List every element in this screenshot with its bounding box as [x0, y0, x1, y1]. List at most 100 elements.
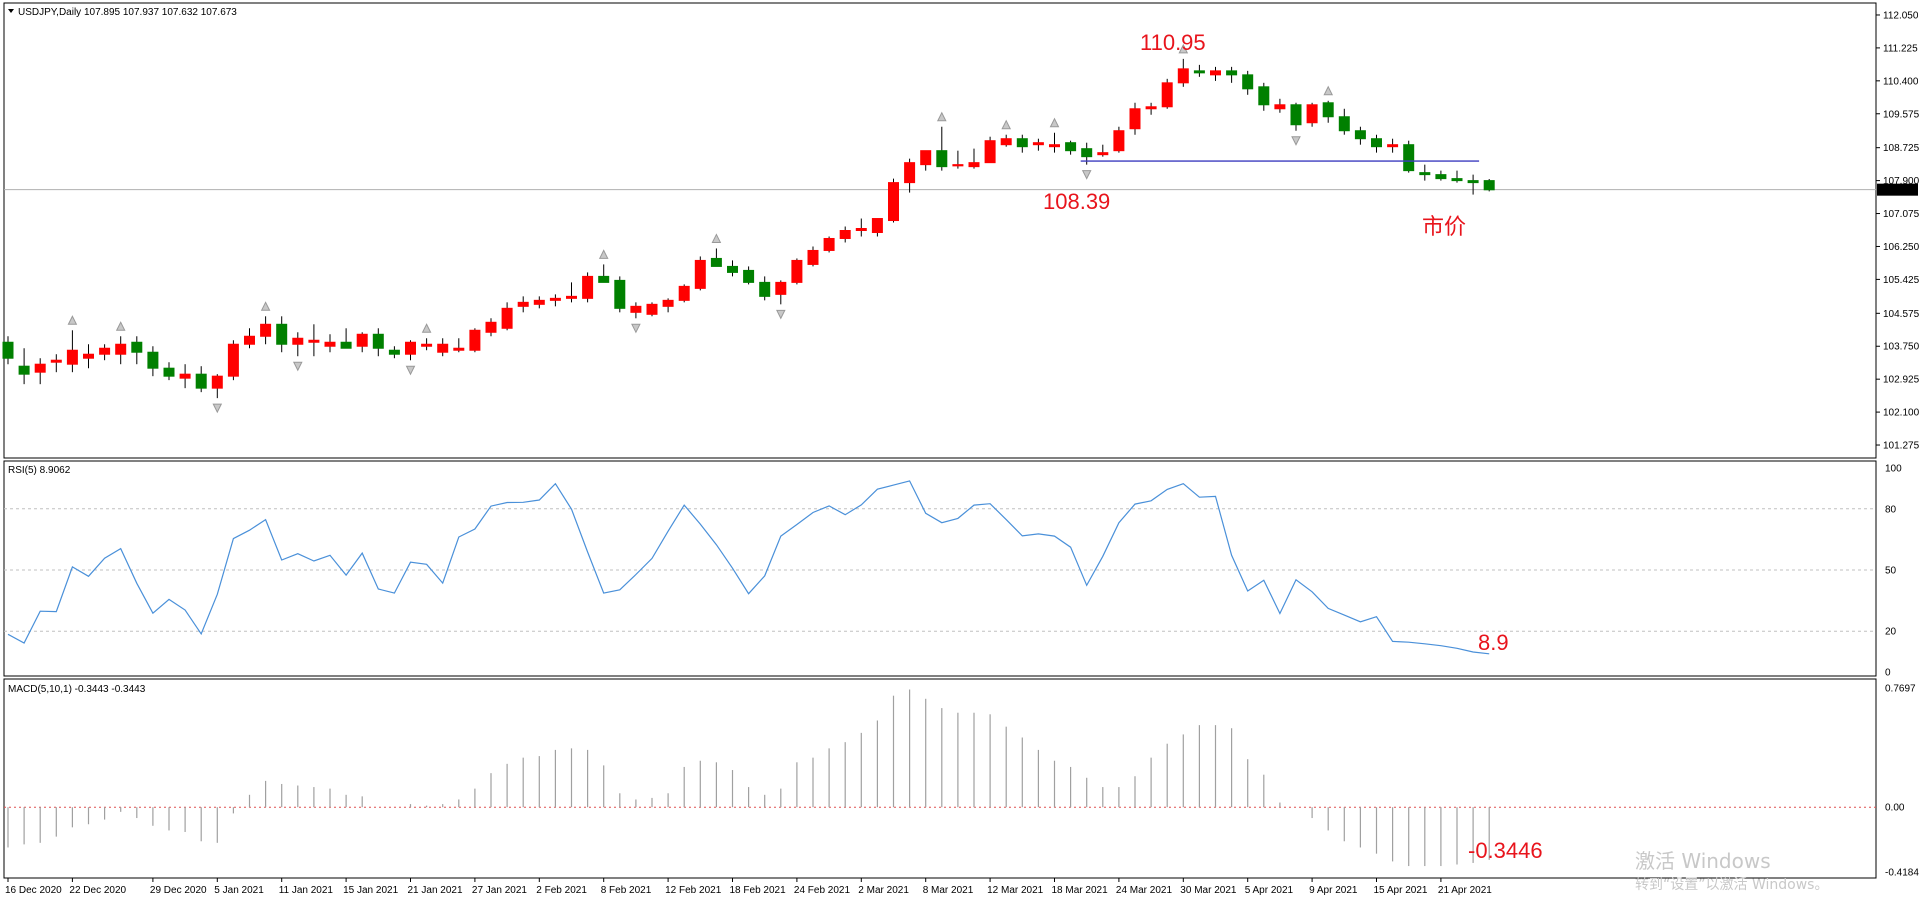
candle: [1032, 138, 1044, 151]
candle-body: [1306, 104, 1318, 124]
time-tick-label: 2 Feb 2021: [536, 885, 587, 896]
candle-body: [839, 230, 851, 239]
rsi-panel-frame[interactable]: [3, 460, 1877, 677]
rsi-series: [7, 480, 1490, 655]
candle: [227, 340, 239, 381]
candle-body: [807, 249, 819, 265]
candle-body: [1145, 106, 1157, 110]
candle: [50, 354, 62, 373]
candle-body: [276, 323, 288, 345]
time-tick-label: 24 Feb 2021: [794, 885, 851, 896]
time-tick-label: 16 Dec 2020: [5, 885, 62, 896]
time-tick-label: 2 Mar 2021: [858, 885, 909, 896]
fractal-up-icon: [1323, 85, 1334, 96]
candle-body: [1242, 74, 1254, 90]
candle: [823, 236, 835, 253]
candle: [710, 248, 722, 267]
time-tick-label: 21 Apr 2021: [1438, 885, 1492, 896]
candle-body: [356, 333, 368, 347]
candle: [630, 302, 642, 319]
candle: [759, 276, 771, 301]
candle-body: [968, 162, 980, 168]
candle-body: [1419, 172, 1431, 176]
current-price-box: [1877, 183, 1918, 196]
macd-tick-label: -0.4184: [1885, 868, 1919, 879]
candle: [968, 148, 980, 169]
candle-body: [308, 339, 320, 343]
candle-body: [115, 343, 127, 355]
candle-body: [871, 218, 883, 233]
candle-body: [1049, 144, 1060, 148]
candle: [598, 264, 610, 283]
candle: [1467, 174, 1479, 195]
candle: [1451, 170, 1463, 183]
candle: [727, 260, 738, 277]
candlestick-series: [2, 58, 1495, 399]
candle-body: [421, 343, 433, 347]
candle: [340, 328, 352, 349]
candle: [1000, 134, 1012, 147]
candle-body: [1435, 174, 1447, 180]
candle: [179, 364, 191, 389]
price-tick-label: 102.925: [1883, 375, 1920, 386]
candle-body: [1274, 104, 1286, 110]
fractal-up-icon: [115, 321, 126, 331]
fractal-down-icon: [631, 323, 641, 334]
candle: [1338, 108, 1350, 135]
candle: [904, 158, 916, 193]
candle: [1161, 78, 1173, 109]
candle-body: [1290, 104, 1302, 126]
time-axis: 16 Dec 2020 22 Dec 2020 29 Dec 2020 5 Jan 2…: [5, 878, 1492, 896]
candle-body: [1226, 70, 1238, 76]
time-tick-label: 8 Feb 2021: [601, 885, 652, 896]
candle: [646, 302, 658, 317]
candle: [356, 332, 368, 353]
candle: [839, 226, 851, 243]
candle: [244, 328, 255, 349]
candle-body: [372, 333, 384, 349]
candle-body: [292, 337, 304, 345]
candle-body: [904, 162, 916, 184]
price-tick-label: 105.425: [1883, 275, 1920, 286]
candle-body: [501, 307, 513, 329]
candle-body: [1338, 116, 1350, 132]
candle-body: [743, 269, 755, 283]
candle: [1129, 102, 1141, 135]
candle: [662, 298, 674, 313]
candle: [678, 284, 690, 303]
candle-body: [453, 347, 465, 351]
price-tick-label: 112.050: [1883, 10, 1919, 21]
candle-body: [388, 349, 400, 355]
candle-body: [485, 321, 497, 333]
candle-body: [630, 305, 642, 313]
candle-body: [888, 182, 899, 222]
candle: [1242, 70, 1254, 95]
candle-body: [952, 164, 964, 167]
candle: [1354, 126, 1366, 145]
candle: [437, 338, 449, 357]
candle: [1322, 100, 1334, 123]
candle: [276, 316, 288, 353]
candle-body: [34, 363, 46, 373]
candle: [1387, 138, 1399, 153]
macd-panel-frame[interactable]: [3, 678, 1877, 879]
candle-body: [179, 373, 191, 379]
candle: [405, 340, 416, 361]
candle: [501, 302, 513, 331]
candle: [807, 246, 819, 267]
watermark-line2: 转到“设置”以激活 Windows。: [1635, 876, 1828, 893]
time-tick-label: 9 Apr 2021: [1309, 885, 1358, 896]
candle: [936, 126, 948, 171]
price-tick-label: 110.400: [1883, 76, 1919, 87]
candle-body: [759, 281, 771, 297]
fractal-up-icon: [1178, 43, 1189, 54]
time-tick-label: 30 Mar 2021: [1180, 885, 1237, 896]
candle: [453, 338, 465, 353]
fractal-up-icon: [67, 315, 78, 325]
fractal-up-icon: [711, 233, 722, 243]
dropdown-triangle-icon[interactable]: [8, 9, 14, 13]
price-panel-frame[interactable]: [3, 2, 1877, 459]
price-tick-label: 108.725: [1883, 143, 1920, 154]
time-tick-label: 15 Jan 2021: [343, 885, 398, 896]
candle-body: [614, 279, 626, 309]
